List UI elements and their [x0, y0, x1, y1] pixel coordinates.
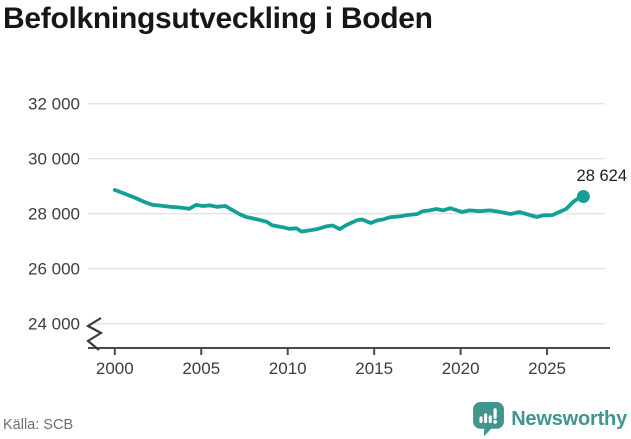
- source-label: Källa: SCB: [3, 417, 74, 433]
- x-axis-tick-label: 2005: [182, 359, 220, 378]
- x-axis-tick-label: 2025: [528, 359, 566, 378]
- x-axis-tick-label: 2020: [442, 359, 480, 378]
- y-axis-tick-label: 24 000: [28, 315, 80, 334]
- series-end-dot: [576, 190, 590, 204]
- x-axis-tick-label: 2000: [96, 359, 134, 378]
- x-axis-tick-label: 2015: [355, 359, 393, 378]
- y-axis-tick-label: 26 000: [28, 260, 80, 279]
- x-axis-tick-label: 2010: [269, 359, 307, 378]
- chart-title: Befolkningsutveckling i Boden: [3, 2, 433, 35]
- bar-medium: [484, 413, 488, 424]
- bar-small: [479, 416, 483, 424]
- newsworthy-logo[interactable]: Newsworthy: [472, 400, 627, 438]
- exclamation-dot: [493, 420, 498, 424]
- y-axis-tick-label: 30 000: [28, 150, 80, 169]
- newsworthy-speech-bubble-bar-chart-icon: [473, 402, 505, 437]
- y-axis-break-icon: [85, 317, 104, 351]
- population-series-line: [112, 188, 586, 234]
- exclamation-bar: [493, 408, 497, 419]
- series-end-value-label: 28 624: [577, 167, 627, 185]
- y-axis-tick-label: 28 000: [28, 205, 80, 224]
- brand-name: Newsworthy: [511, 407, 627, 430]
- speech-bubble-shape: [473, 402, 505, 437]
- bar-short: [488, 415, 492, 424]
- y-axis-tick-label: 32 000: [28, 95, 80, 114]
